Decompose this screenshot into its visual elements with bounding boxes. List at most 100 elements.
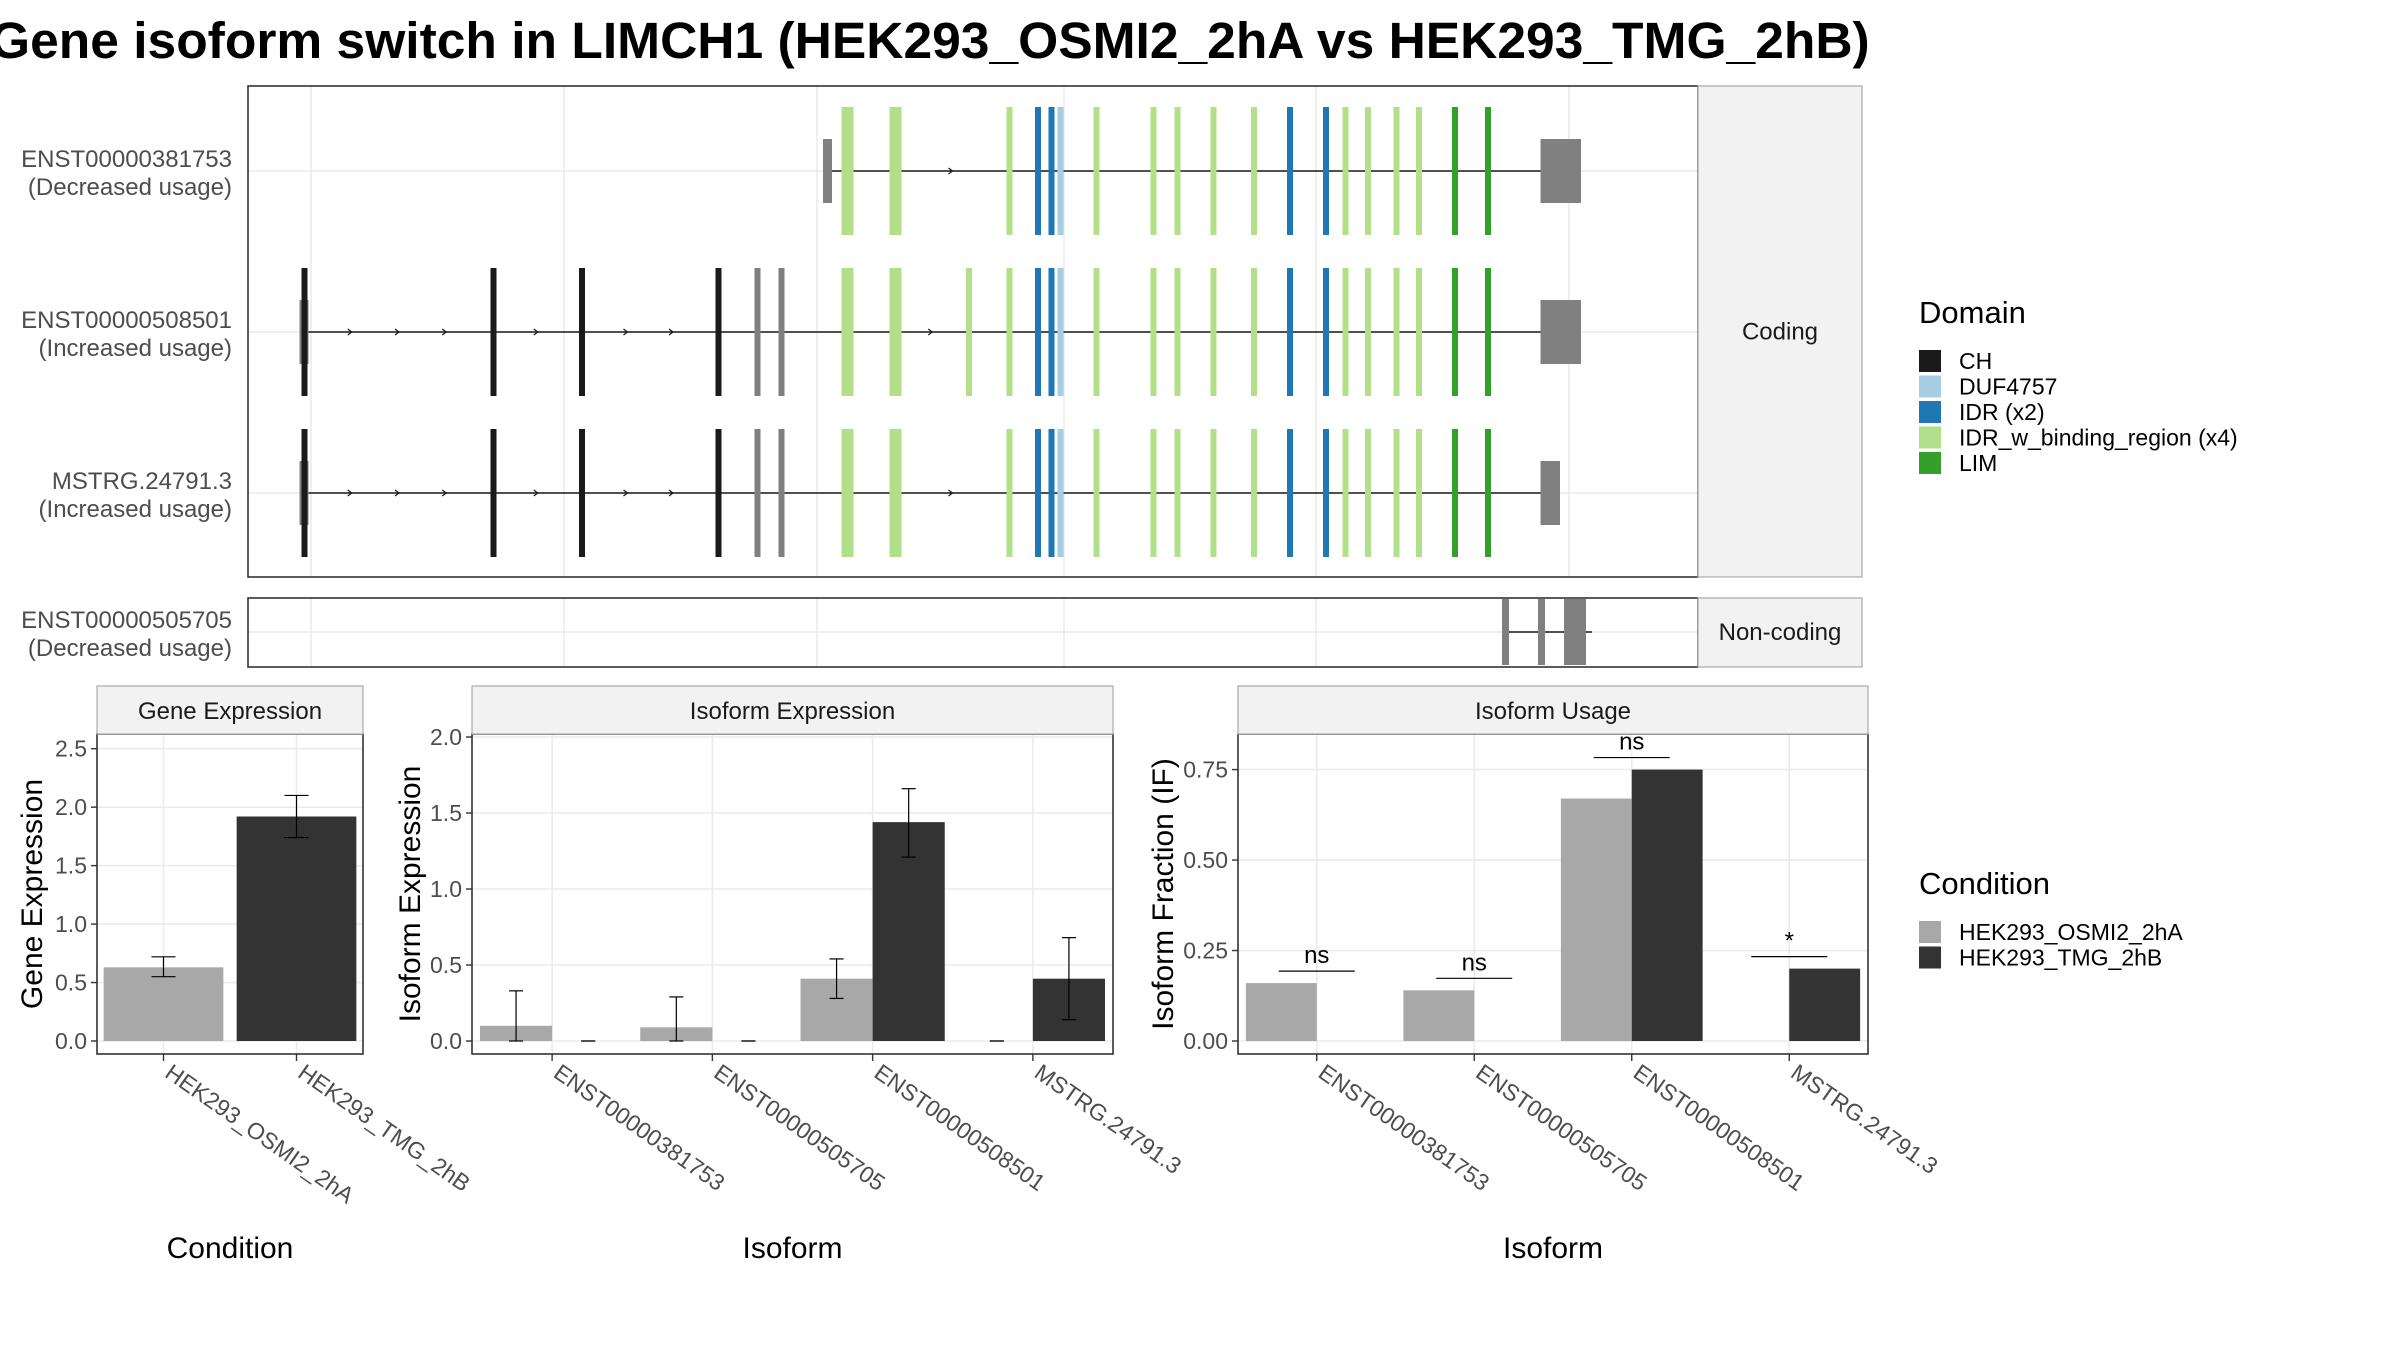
y-tick-label: 0.50 <box>1183 847 1228 873</box>
intron-arrow <box>347 328 353 336</box>
legend-condition-label: HEK293_TMG_2hB <box>1959 945 2162 971</box>
coding-exon <box>1416 429 1422 557</box>
plot-bg <box>1238 734 1868 1054</box>
significance-label: ns <box>1462 949 1487 976</box>
coding-exon <box>1393 107 1400 235</box>
y-tick-label: 2.5 <box>55 736 87 762</box>
bar <box>1403 990 1475 1041</box>
y-axis-label: Isoform Fraction (IF) <box>1147 758 1180 1030</box>
bar <box>236 816 357 1041</box>
coding-exon <box>1251 268 1257 396</box>
noncoding-strip <box>1697 597 1863 668</box>
bar <box>1789 968 1861 1041</box>
legend-domain-label: LIM <box>1959 450 1997 476</box>
coding-exon <box>1416 268 1422 396</box>
coding-exon <box>1006 268 1013 396</box>
y-tick-label: 0.0 <box>430 1028 462 1054</box>
x-axis-label: Isoform <box>742 1232 842 1265</box>
coding-exon <box>841 268 854 396</box>
y-tick-label: 2.0 <box>430 724 462 750</box>
coding-exon <box>715 268 722 396</box>
intron-arrow <box>441 489 448 497</box>
x-tick-label: MSTRG.24791.3 <box>1030 1059 1186 1179</box>
legend-condition-key <box>1919 921 1941 943</box>
strip <box>471 685 1114 735</box>
coding-exon <box>1342 107 1349 235</box>
plot-bg <box>472 734 1113 1054</box>
coding-exon <box>1150 429 1157 557</box>
panel-title: Gene Expression <box>138 698 322 725</box>
coding-exon <box>1452 268 1458 396</box>
coding-exon <box>1210 429 1217 557</box>
coding-exon <box>1150 268 1157 396</box>
coding-exon <box>754 429 761 557</box>
strip <box>96 685 364 735</box>
y-tick-label: 1.0 <box>430 876 462 902</box>
utr-exon <box>1540 139 1581 203</box>
coding-exon <box>1323 429 1329 557</box>
intron-arrow <box>441 328 448 336</box>
intron-arrow <box>347 489 353 497</box>
y-axis-label: Gene Expression <box>16 779 49 1009</box>
isoform-label: MSTRG.24791.3 <box>52 468 232 495</box>
intron-arrow <box>394 328 400 336</box>
legend-domain-label: IDR_w_binding_region (x4) <box>1959 425 2238 451</box>
facet-label-coding: Coding <box>1742 319 1818 346</box>
bar <box>103 967 224 1041</box>
x-tick-label: ENST00000505705 <box>710 1059 890 1196</box>
coding-exon <box>1323 107 1329 235</box>
legend-domain-label: DUF4757 <box>1959 374 2057 400</box>
y-tick-label: 2.0 <box>55 794 87 820</box>
coding-exon <box>1485 268 1491 396</box>
y-tick-label: 0.5 <box>55 970 87 996</box>
coding-exon <box>1174 107 1181 235</box>
intron-arrow <box>623 489 629 497</box>
isoform-usage-label: (Increased usage) <box>39 496 232 523</box>
legend-domain-key <box>1919 452 1941 474</box>
coding-exon <box>1365 268 1371 396</box>
x-tick-label: ENST00000508501 <box>1629 1059 1809 1196</box>
isoform-label: ENST00000381753 <box>21 146 232 173</box>
panel-title: Isoform Usage <box>1475 698 1631 725</box>
coding-strip <box>1697 85 1863 578</box>
coding-exon <box>1035 107 1041 235</box>
legend-domain-title: Domain <box>1919 295 2026 330</box>
x-axis-label: Isoform <box>1503 1232 1603 1265</box>
coding-exon <box>1057 107 1064 235</box>
legend-condition-label: HEK293_OSMI2_2hA <box>1959 919 2183 945</box>
intron-arrow <box>533 328 539 336</box>
coding-exon <box>1093 429 1100 557</box>
coding-exon <box>1048 429 1055 557</box>
coding-exon <box>1150 107 1157 235</box>
coding-exon <box>1452 429 1458 557</box>
y-tick-label: 1.5 <box>430 800 462 826</box>
strip <box>1237 685 1869 735</box>
coding-exon <box>1174 429 1181 557</box>
intron-arrow <box>394 489 400 497</box>
coding-exon <box>1006 429 1013 557</box>
coding-exon <box>1093 107 1100 235</box>
coding-exon <box>841 429 854 557</box>
facet-label-noncoding: Non-coding <box>1719 619 1842 646</box>
x-tick-label: ENST00000381753 <box>1314 1059 1494 1196</box>
coding-exon <box>1057 429 1064 557</box>
coding-exon <box>490 429 497 557</box>
coding-exon <box>889 268 902 396</box>
coding-exon <box>490 268 497 396</box>
legend-domain-label: IDR (x2) <box>1959 399 2045 425</box>
coding-exon <box>1287 107 1293 235</box>
x-tick-label: ENST00000381753 <box>549 1059 729 1196</box>
bar <box>872 822 945 1041</box>
y-tick-label: 1.5 <box>55 853 87 879</box>
coding-exon <box>754 268 761 396</box>
significance-label: ns <box>1304 942 1329 969</box>
legend-domain-key <box>1919 350 1941 372</box>
coding-exon <box>1452 107 1458 235</box>
coding-exon <box>1342 429 1349 557</box>
bar <box>1631 769 1703 1041</box>
utr-exon <box>1540 300 1581 364</box>
y-axis-label: Isoform Expression <box>394 766 427 1023</box>
legend-domain-key <box>1919 375 1941 398</box>
y-tick-label: 0.75 <box>1183 757 1228 783</box>
